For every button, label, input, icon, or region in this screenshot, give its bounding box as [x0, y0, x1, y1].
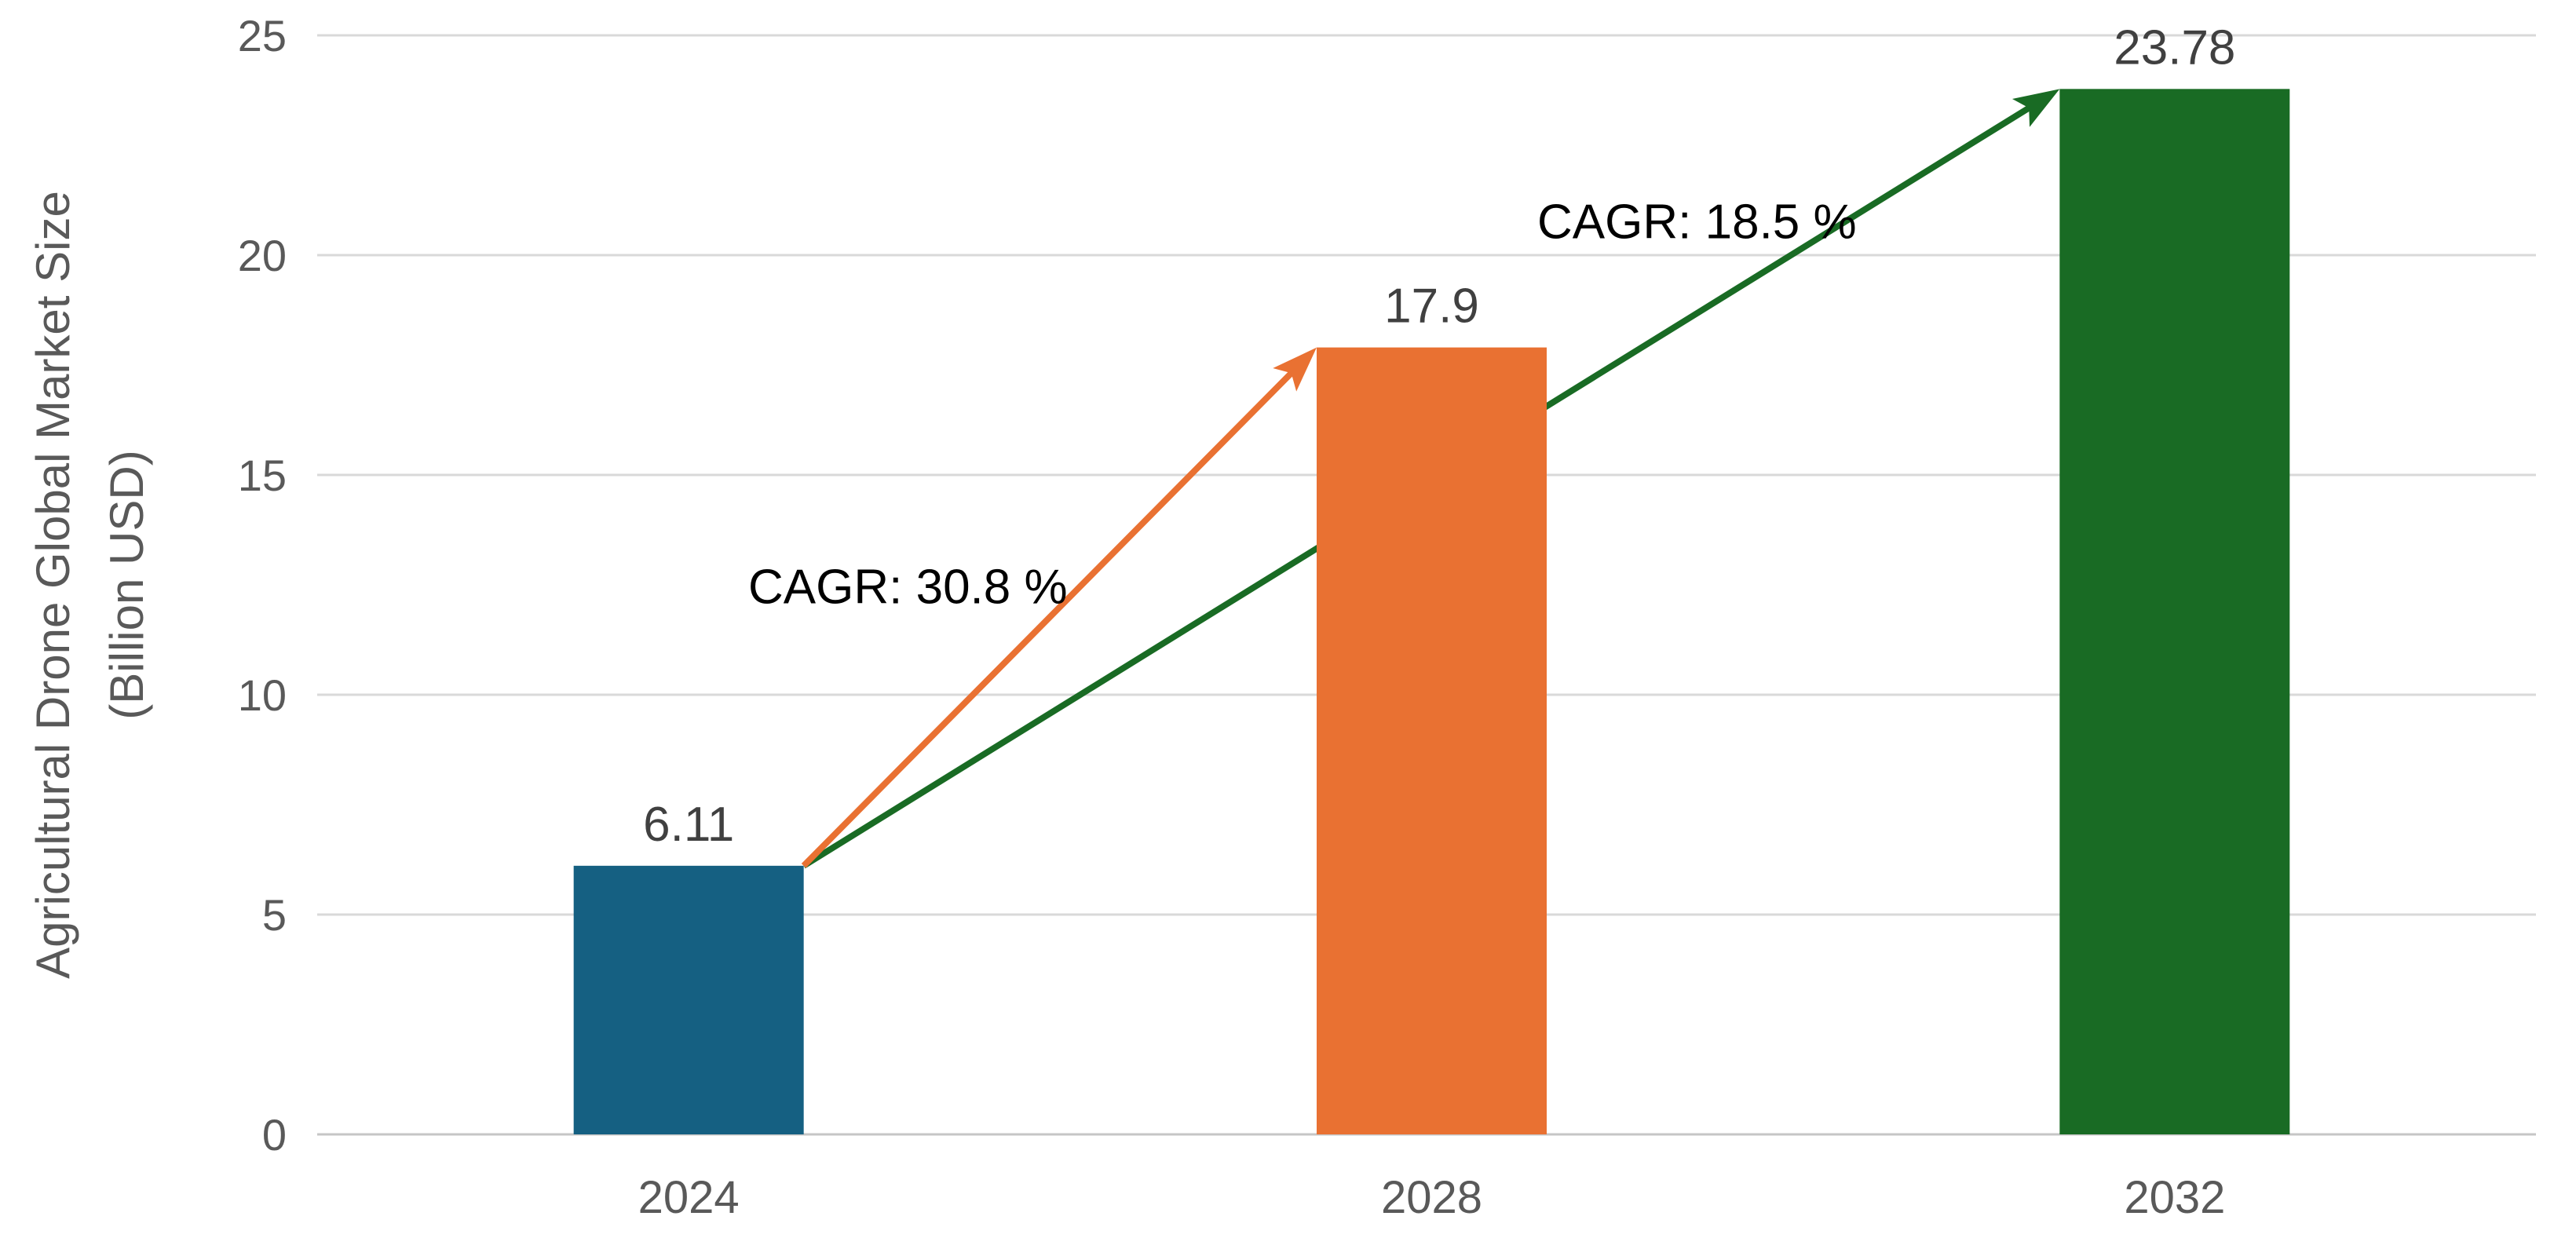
y-tick-label-25: 25	[238, 11, 287, 60]
plot-area: 0 5 10 15 20 25 6.11 17.9 23.78 2024 2028 2032 CAGR:…	[238, 11, 2536, 1223]
value-label-2028: 17.9	[1384, 279, 1479, 334]
cagr-arrow-head	[1273, 347, 1317, 392]
y-tick-label-15: 15	[238, 451, 287, 500]
value-label-2024: 6.11	[643, 798, 734, 852]
x-tick-label-2032: 2032	[2124, 1172, 2225, 1223]
cagr-annotation-0: CAGR: 30.8 %	[748, 560, 1068, 614]
x-tick-label-2028: 2028	[1381, 1172, 1482, 1223]
y-axis-title-line1: Agricultural Drone Global Market Size	[27, 191, 79, 979]
y-tick-label-10: 10	[238, 670, 287, 720]
x-tick-label-2024: 2024	[638, 1172, 740, 1223]
value-label-2032: 23.78	[2114, 20, 2235, 75]
y-tick-label-20: 20	[238, 231, 287, 280]
cagr-annotation-1: CAGR: 18.5 %	[1537, 195, 1857, 250]
bar-2024	[573, 865, 804, 1134]
bar-2028	[1317, 347, 1547, 1135]
cagr-arrow-head	[2011, 89, 2060, 127]
y-axis-title-line2: (Billion USD)	[100, 450, 153, 719]
bar-2032	[2059, 89, 2290, 1135]
y-tick-label-5: 5	[262, 890, 287, 940]
cagr-arrow-line	[801, 367, 1297, 868]
y-tick-label-0: 0	[262, 1110, 287, 1159]
